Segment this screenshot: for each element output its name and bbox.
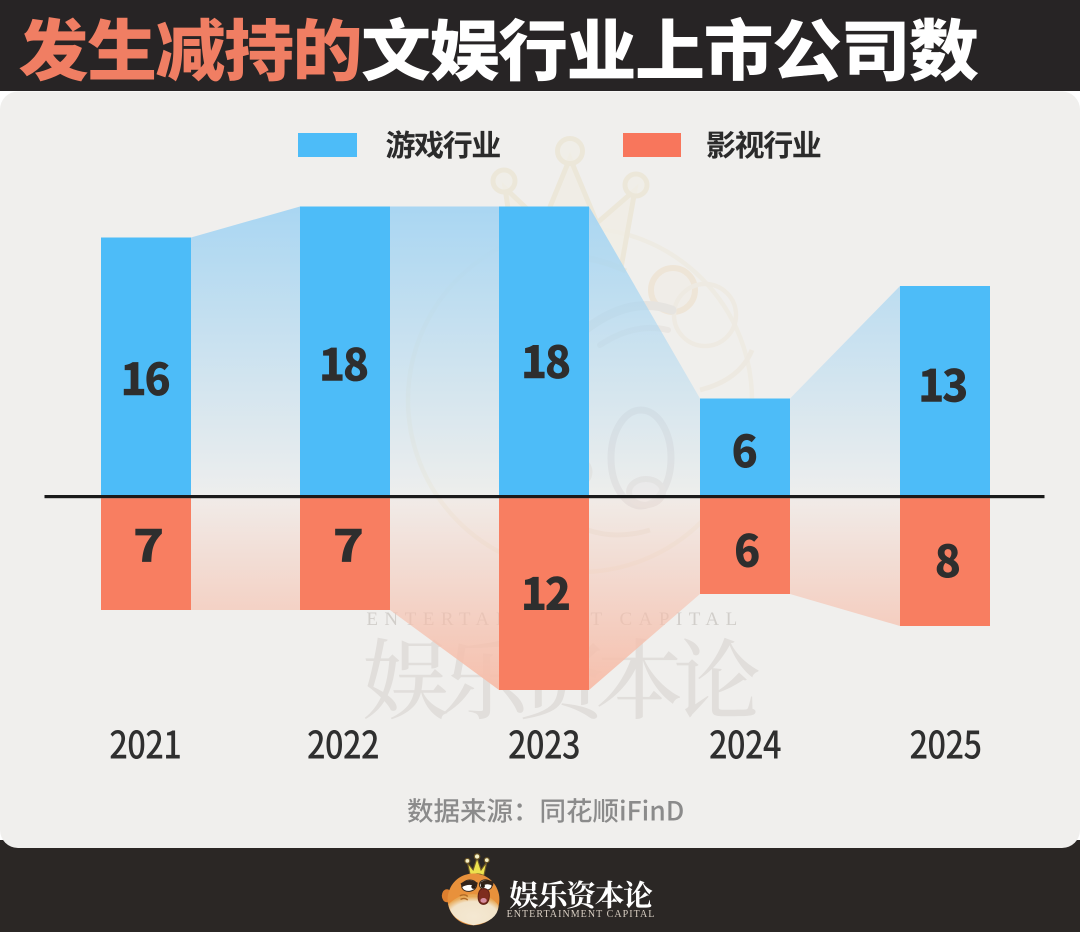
svg-text:ENTERTAINMENT CAPITAL: ENTERTAINMENT CAPITAL xyxy=(507,909,656,920)
